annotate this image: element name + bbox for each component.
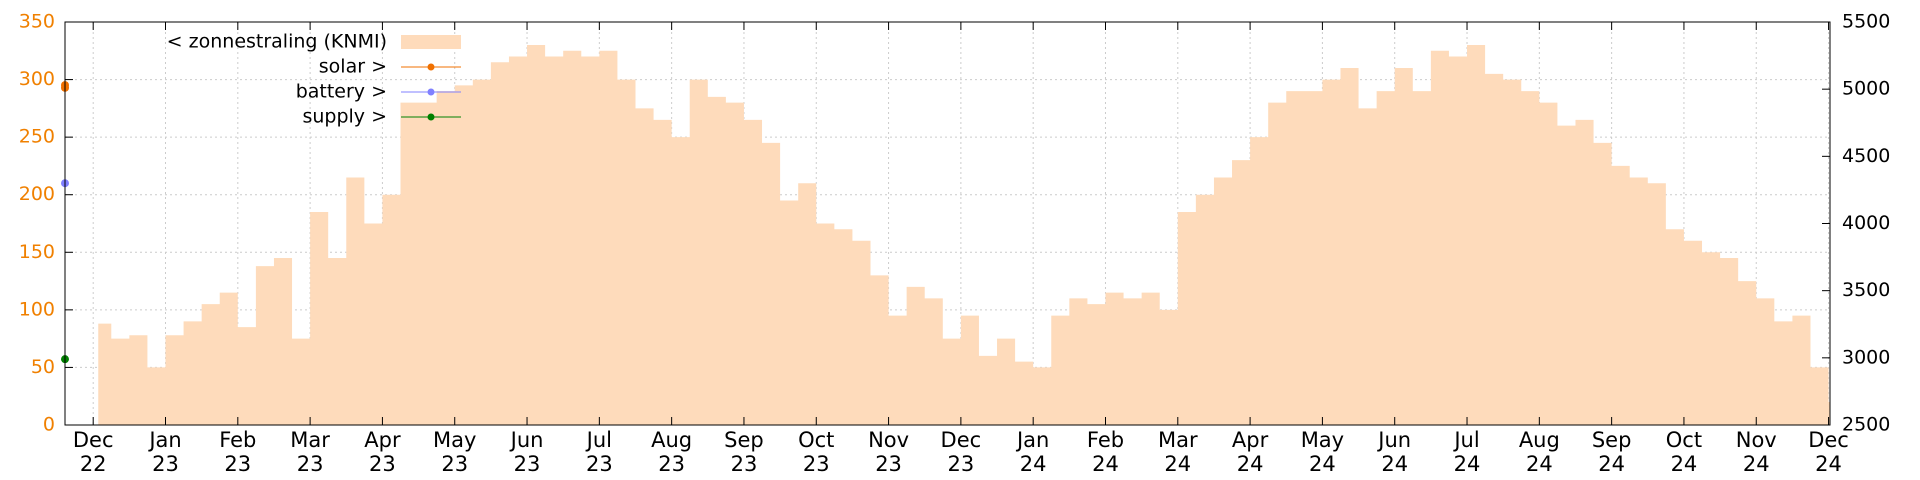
legend-label: supply >	[302, 106, 387, 128]
x-tick-label: Dec 22	[72, 428, 114, 476]
legend-label: battery >	[296, 81, 387, 103]
y-tick-label: 350	[19, 11, 55, 33]
x-tick-label: Dec 24	[1808, 428, 1849, 476]
y2-tick-label: 2500	[1842, 414, 1890, 436]
y2-tick-label: 5500	[1842, 11, 1890, 33]
legend-swatch	[401, 35, 461, 49]
data	[61, 45, 1830, 426]
legend-marker	[427, 88, 435, 96]
y-tick-label: 0	[43, 414, 55, 436]
y2-tick-label: 5000	[1842, 78, 1890, 100]
y-tick-label: 50	[31, 356, 55, 378]
y2-tick-label: 4000	[1842, 212, 1890, 234]
y-tick-label: 250	[19, 126, 55, 148]
plot-frame	[64, 21, 1831, 426]
x-tick-label: Oct 23	[798, 428, 835, 476]
x-tick-label: Nov 23	[868, 428, 910, 476]
x-tick-label: Jun 23	[510, 428, 544, 476]
x-tick-label: Jan 24	[1016, 428, 1050, 476]
x-tick-label: Sep 23	[724, 428, 764, 476]
x-tick-label: Feb 23	[219, 428, 257, 476]
x-tick-label: Sep 24	[1591, 428, 1632, 476]
x-tick-label: Jan 23	[149, 428, 182, 476]
x-tick-label: Feb 24	[1086, 428, 1125, 476]
axes: 0 50 100 150 200 250 300 350 2500 3000 3500 4000 450…	[19, 11, 1891, 436]
y2-tick-label: 3000	[1842, 346, 1890, 368]
area	[98, 45, 1830, 426]
x-tick-label: Dec 23	[940, 428, 982, 476]
y-tick-label: 150	[19, 241, 55, 263]
y-tick-label: 200	[19, 183, 55, 205]
legend-marker	[427, 113, 435, 121]
legend-label: solar >	[319, 56, 387, 78]
x-tick-label: May 24	[1300, 428, 1345, 476]
x-tick-label: Jul 24	[1453, 428, 1481, 476]
x-tick-label: Mar 24	[1157, 428, 1198, 476]
y-tick-label: 300	[19, 68, 55, 90]
y-tick-label: 100	[19, 298, 55, 320]
x-tick-label: Oct 24	[1665, 428, 1703, 476]
x-tick-label: Jun 24	[1378, 428, 1412, 476]
legend-label: < zonnestraling (KNMI)	[167, 31, 387, 53]
x-tick-label: Aug 24	[1518, 428, 1560, 476]
y2-tick-label: 4500	[1842, 145, 1890, 167]
x-tick-label: Apr 23	[364, 428, 401, 476]
x-tick-label: Apr 24	[1231, 428, 1269, 476]
y2-tick-label: 3500	[1842, 279, 1890, 301]
x-tick-label: May 23	[433, 428, 477, 476]
x-tick-label: Mar 23	[290, 428, 330, 476]
x-tick-label: Aug 23	[651, 428, 693, 476]
legend-marker	[427, 63, 435, 71]
x-tick-label: Nov 24	[1735, 428, 1777, 476]
x-tick-label: Jul 23	[585, 428, 613, 476]
